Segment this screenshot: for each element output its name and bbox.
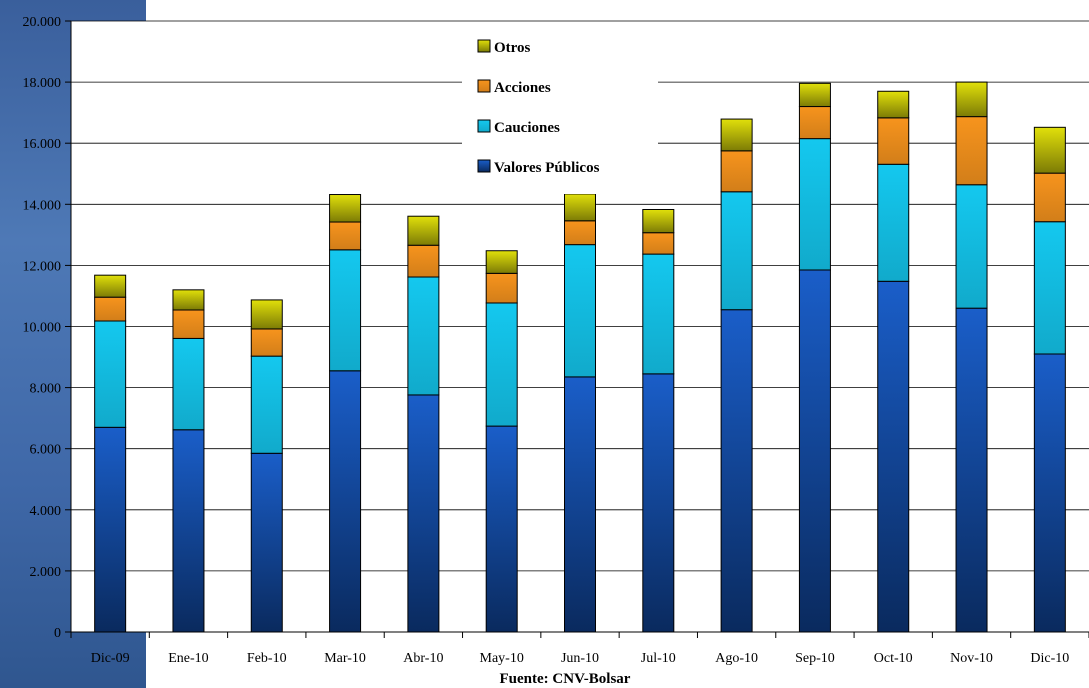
bar-valores-publicos-oct-10 bbox=[877, 280, 910, 633]
bar-acciones-nov-10 bbox=[955, 116, 988, 186]
y-tick-labels: 0 2.000 4.000 6.000 8.000 10.000 12.000 14.000 1… bbox=[23, 15, 62, 641]
bar-acciones-dic-10 bbox=[1033, 172, 1066, 223]
y-tick-label: 14.000 bbox=[23, 198, 62, 213]
bar-valores-publicos-may-10 bbox=[485, 425, 518, 633]
legend-swatch-acciones bbox=[477, 79, 491, 93]
legend-swatch-valores-publicos bbox=[477, 159, 491, 173]
bar-valores-publicos-feb-10 bbox=[250, 452, 283, 633]
bar-acciones-may-10 bbox=[485, 272, 518, 304]
bar-otros-mar-10 bbox=[329, 194, 362, 223]
axes bbox=[65, 20, 1089, 638]
y-tick-label: 10.000 bbox=[23, 321, 62, 336]
bar-otros-jul-10 bbox=[642, 208, 675, 234]
bar-cauciones-may-10 bbox=[485, 302, 518, 427]
legend-label-acciones: Acciones bbox=[494, 80, 551, 96]
bar-otros-dic-09 bbox=[94, 274, 127, 298]
bars bbox=[94, 81, 1066, 633]
x-tick-label: Sep-10 bbox=[795, 651, 835, 666]
bar-acciones-jun-10 bbox=[564, 220, 596, 246]
bar-valores-publicos-ene-10 bbox=[172, 429, 205, 633]
legend-label-cauciones: Cauciones bbox=[494, 120, 560, 136]
y-tick-label: 16.000 bbox=[23, 137, 62, 152]
bar-acciones-jul-10 bbox=[642, 232, 675, 255]
bar-acciones-sep-10 bbox=[798, 106, 831, 140]
bar-otros-sep-10 bbox=[798, 82, 831, 108]
bar-cauciones-nov-10 bbox=[955, 184, 988, 309]
bar-otros-ene-10 bbox=[172, 289, 205, 311]
bar-valores-publicos-jun-10 bbox=[564, 376, 596, 633]
bar-otros-jun-10 bbox=[564, 193, 596, 222]
x-tick-label: Mar-10 bbox=[324, 651, 366, 666]
bar-acciones-oct-10 bbox=[877, 117, 910, 165]
bar-acciones-abr-10 bbox=[407, 244, 440, 278]
y-tick-label: 4.000 bbox=[30, 504, 62, 519]
legend-box bbox=[462, 24, 658, 194]
bar-otros-dic-10 bbox=[1033, 126, 1066, 174]
bar-valores-publicos-abr-10 bbox=[407, 394, 440, 633]
bar-otros-may-10 bbox=[485, 250, 518, 274]
bar-cauciones-oct-10 bbox=[877, 163, 910, 282]
bar-acciones-ene-10 bbox=[172, 309, 205, 339]
bar-valores-publicos-dic-10 bbox=[1033, 353, 1066, 633]
x-tick-label: Jul-10 bbox=[641, 651, 676, 666]
x-tick-label: Nov-10 bbox=[950, 651, 993, 666]
y-tick-label: 2.000 bbox=[30, 565, 62, 580]
legend-label-otros: Otros bbox=[494, 40, 531, 56]
bar-cauciones-sep-10 bbox=[798, 138, 831, 271]
bar-cauciones-ago-10 bbox=[720, 191, 753, 311]
bar-valores-publicos-nov-10 bbox=[955, 307, 988, 633]
x-tick-labels: Dic-09 Ene-10 Feb-10 Mar-10 Abr-10 May-10 Jun-… bbox=[91, 651, 1070, 666]
x-tick-label: Ene-10 bbox=[168, 651, 208, 666]
bar-acciones-ago-10 bbox=[720, 150, 753, 193]
bar-valores-publicos-ago-10 bbox=[720, 309, 753, 633]
y-tick-label: 20.000 bbox=[23, 15, 62, 30]
bar-otros-oct-10 bbox=[877, 90, 910, 119]
bar-valores-publicos-jul-10 bbox=[642, 373, 675, 633]
bar-otros-feb-10 bbox=[250, 299, 283, 330]
legend: Otros Acciones Cauciones Valores Públicos bbox=[462, 24, 658, 194]
bar-valores-publicos-dic-09 bbox=[94, 426, 127, 633]
bar-acciones-mar-10 bbox=[329, 221, 362, 251]
bar-otros-nov-10 bbox=[955, 81, 988, 118]
bar-cauciones-dic-09 bbox=[94, 320, 127, 428]
source-footer: Fuente: CNV-Bolsar bbox=[500, 671, 631, 687]
x-tick-label: Oct-10 bbox=[874, 651, 913, 666]
bar-cauciones-feb-10 bbox=[250, 355, 283, 454]
bar-cauciones-ene-10 bbox=[172, 337, 205, 431]
x-tick-label: Abr-10 bbox=[403, 651, 443, 666]
x-tick-label: Feb-10 bbox=[247, 651, 287, 666]
bar-cauciones-jul-10 bbox=[642, 253, 675, 375]
bar-valores-publicos-sep-10 bbox=[798, 269, 831, 633]
y-tick-label: 12.000 bbox=[23, 259, 62, 274]
y-tick-label: 18.000 bbox=[23, 76, 62, 91]
x-tick-label: May-10 bbox=[480, 651, 524, 666]
bar-cauciones-abr-10 bbox=[407, 276, 440, 396]
legend-swatch-cauciones bbox=[477, 119, 491, 133]
bar-otros-ago-10 bbox=[720, 118, 753, 152]
bar-cauciones-dic-10 bbox=[1033, 221, 1066, 355]
y-tick-label: 6.000 bbox=[30, 443, 62, 458]
bar-otros-abr-10 bbox=[407, 215, 440, 246]
bar-acciones-dic-09 bbox=[94, 296, 127, 322]
legend-label-valores-publicos: Valores Públicos bbox=[494, 160, 600, 176]
y-tick-label: 0 bbox=[54, 626, 61, 641]
x-tick-label: Ago-10 bbox=[715, 651, 758, 666]
bar-valores-publicos-mar-10 bbox=[329, 370, 362, 633]
bar-acciones-feb-10 bbox=[250, 328, 283, 357]
x-tick-label: Jun-10 bbox=[561, 651, 599, 666]
bar-cauciones-jun-10 bbox=[564, 244, 596, 378]
x-tick-label: Dic-10 bbox=[1030, 651, 1069, 666]
legend-swatch-otros bbox=[477, 39, 491, 53]
bar-cauciones-mar-10 bbox=[329, 249, 362, 372]
x-tick-label: Dic-09 bbox=[91, 651, 130, 666]
y-tick-label: 8.000 bbox=[30, 382, 62, 397]
